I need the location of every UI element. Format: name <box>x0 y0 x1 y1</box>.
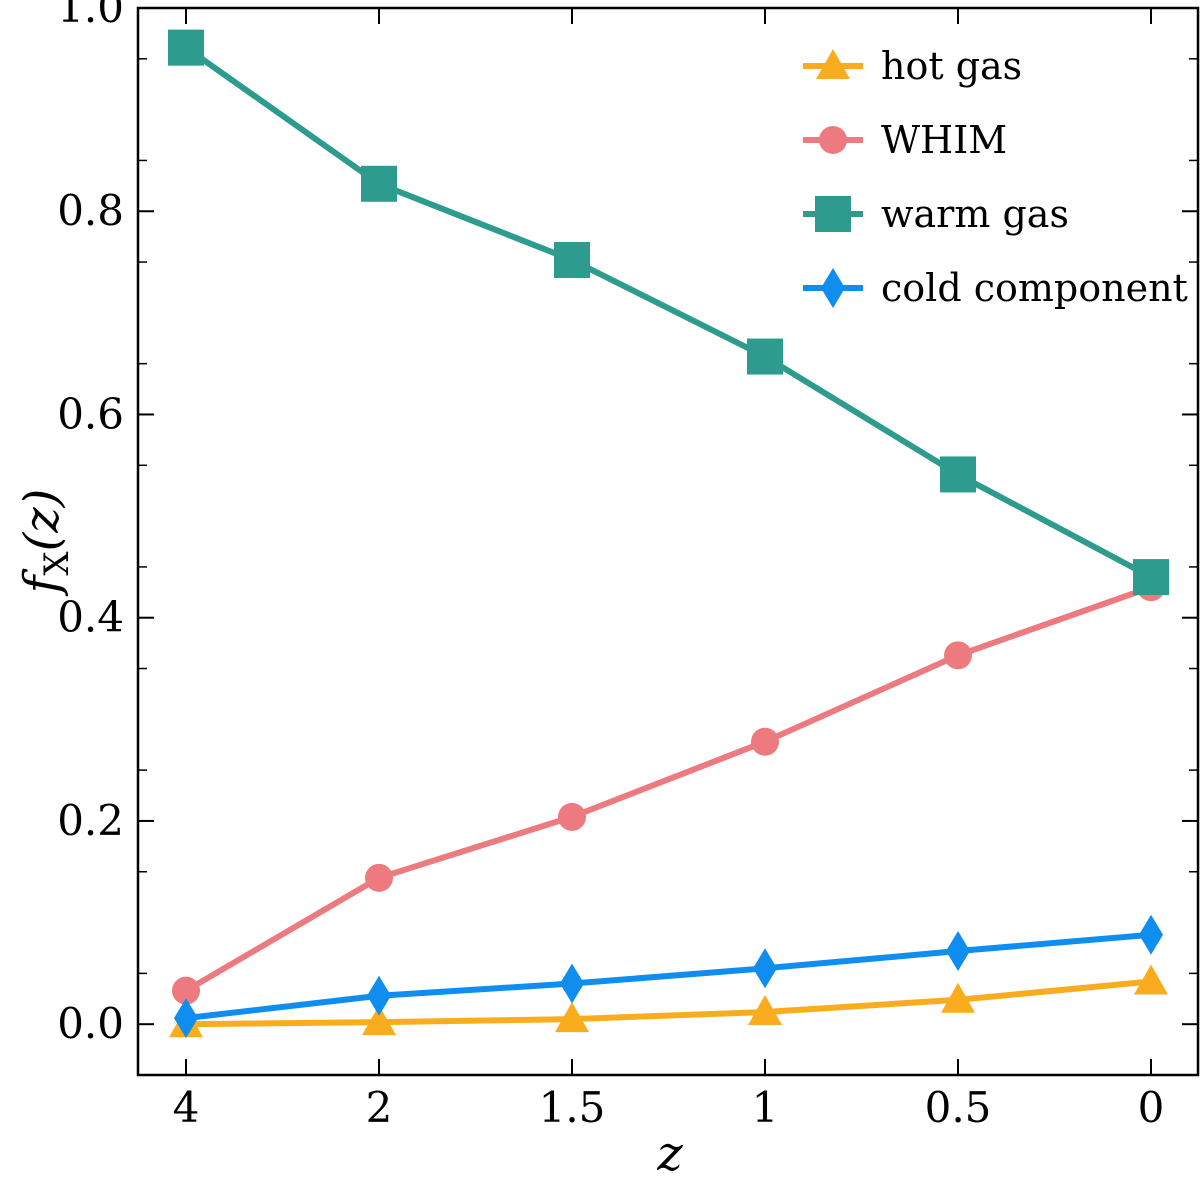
legend-entry: warm gas <box>803 192 1069 236</box>
svg-text:fX(z): fX(z) <box>14 489 77 597</box>
y-tick-label: 0.4 <box>57 593 124 642</box>
series-warm-gas <box>168 29 1169 596</box>
legend-swatch-marker <box>816 49 850 79</box>
y-tick-label: 0.6 <box>57 389 124 438</box>
data-point <box>558 802 586 831</box>
y-tick-label: 0.8 <box>57 186 124 235</box>
legend-swatch-marker <box>819 126 847 154</box>
x-tick-label: 0 <box>1138 1083 1165 1132</box>
data-point <box>365 863 393 892</box>
data-point <box>748 994 782 1025</box>
legend: hot gas WHIM warm gas cold component <box>803 44 1188 310</box>
data-point <box>172 976 200 1005</box>
data-point <box>751 727 779 756</box>
data-point <box>560 963 584 1004</box>
data-point <box>1139 914 1163 955</box>
y-axis-label: fX(z) <box>14 489 77 597</box>
series-layer <box>168 29 1169 1039</box>
legend-entry: WHIM <box>803 118 1007 162</box>
y-tick-label: 0.0 <box>57 999 124 1048</box>
legend-entry: cold component <box>803 266 1188 310</box>
axis-ticks <box>138 7 1198 1075</box>
legend-label: hot gas <box>881 44 1022 88</box>
legend-swatch-marker <box>815 196 851 232</box>
tick-labels: 0.0 0.2 0.4 0.6 0.8 1.0 4 2 1.5 1 0.5 0 <box>57 0 1164 1132</box>
series-line <box>184 45 1153 580</box>
x-tick-label: 0.5 <box>925 1083 992 1132</box>
data-point <box>940 456 976 493</box>
data-point <box>1134 964 1168 995</box>
x-tick-label: 2 <box>366 1083 393 1132</box>
series-line <box>185 978 1152 1028</box>
x-tick-label: 4 <box>173 1083 200 1132</box>
y-axis-label-arg: (z) <box>14 489 70 552</box>
data-point <box>946 931 970 972</box>
data-point <box>941 982 975 1013</box>
y-tick-label: 0.2 <box>57 796 124 845</box>
data-point <box>361 165 397 202</box>
series-line <box>185 931 1152 1022</box>
legend-label: warm gas <box>881 192 1069 236</box>
data-point <box>753 948 777 989</box>
plot-frame <box>136 6 1200 1077</box>
legend-label: cold component <box>881 266 1188 310</box>
legend-label: WHIM <box>881 118 1007 162</box>
legend-swatch-marker <box>821 268 845 308</box>
data-point <box>168 29 204 66</box>
series-cold-component <box>174 914 1163 1039</box>
data-point <box>554 242 590 279</box>
series-line <box>184 584 1152 994</box>
data-point <box>1133 559 1169 596</box>
data-point <box>174 998 198 1039</box>
y-axis-label-sub: X <box>37 551 77 576</box>
data-point <box>747 338 783 375</box>
legend-entry: hot gas <box>803 44 1022 88</box>
y-tick-label: 1.0 <box>57 0 124 32</box>
x-tick-label: 1.5 <box>539 1083 606 1132</box>
x-tick-label: 1 <box>752 1083 779 1132</box>
data-point <box>944 641 972 670</box>
x-axis-label: z <box>656 1126 683 1182</box>
data-point <box>555 1002 589 1033</box>
data-point <box>367 975 391 1016</box>
data-point <box>362 1005 396 1036</box>
series-whim <box>172 573 1165 1005</box>
